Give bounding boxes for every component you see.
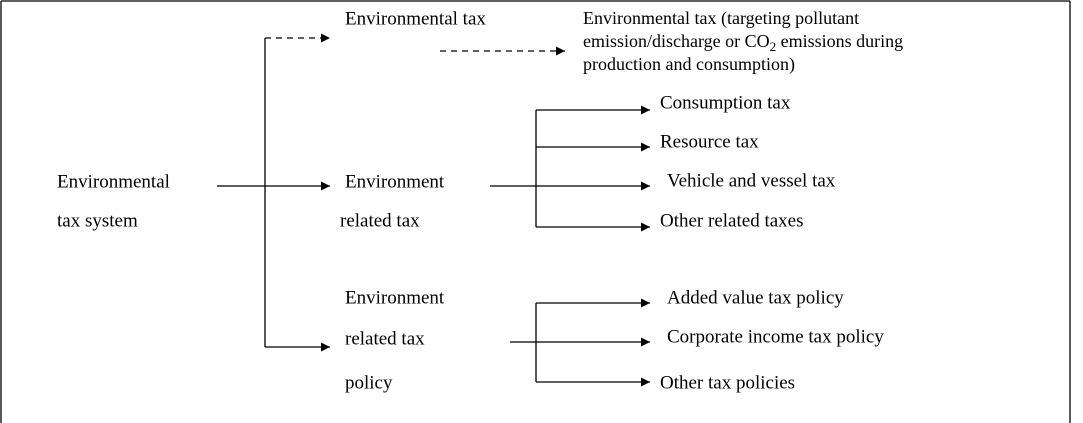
node-label: Environmental tax <box>345 8 486 29</box>
node-label: policy <box>345 372 393 393</box>
description: production and consumption) <box>583 54 795 75</box>
connectors <box>217 33 650 387</box>
node-label: Environment <box>345 287 445 308</box>
node-label: related tax <box>345 328 425 349</box>
description: emission/discharge or CO2 emissions duri… <box>583 31 903 54</box>
node-label: related tax <box>340 210 420 231</box>
subscript: 2 <box>770 39 777 54</box>
leaf-label: Added value tax policy <box>667 287 844 308</box>
leaf-label: Vehicle and vessel tax <box>667 170 836 191</box>
description-part: emission/discharge or CO <box>583 31 770 51</box>
leaf-label: Consumption tax <box>660 92 791 113</box>
leaf-label: Other tax policies <box>660 372 795 393</box>
description: Environmental tax (targeting pollutant <box>583 8 859 29</box>
leaf-label: Other related taxes <box>660 210 803 231</box>
root-label: tax system <box>57 210 138 231</box>
node-label: Environment <box>345 171 445 192</box>
leaf-label: Corporate income tax policy <box>667 326 884 347</box>
description-part: emissions during <box>776 31 903 51</box>
leaf-label: Resource tax <box>660 131 759 152</box>
root-label: Environmental <box>57 171 170 192</box>
